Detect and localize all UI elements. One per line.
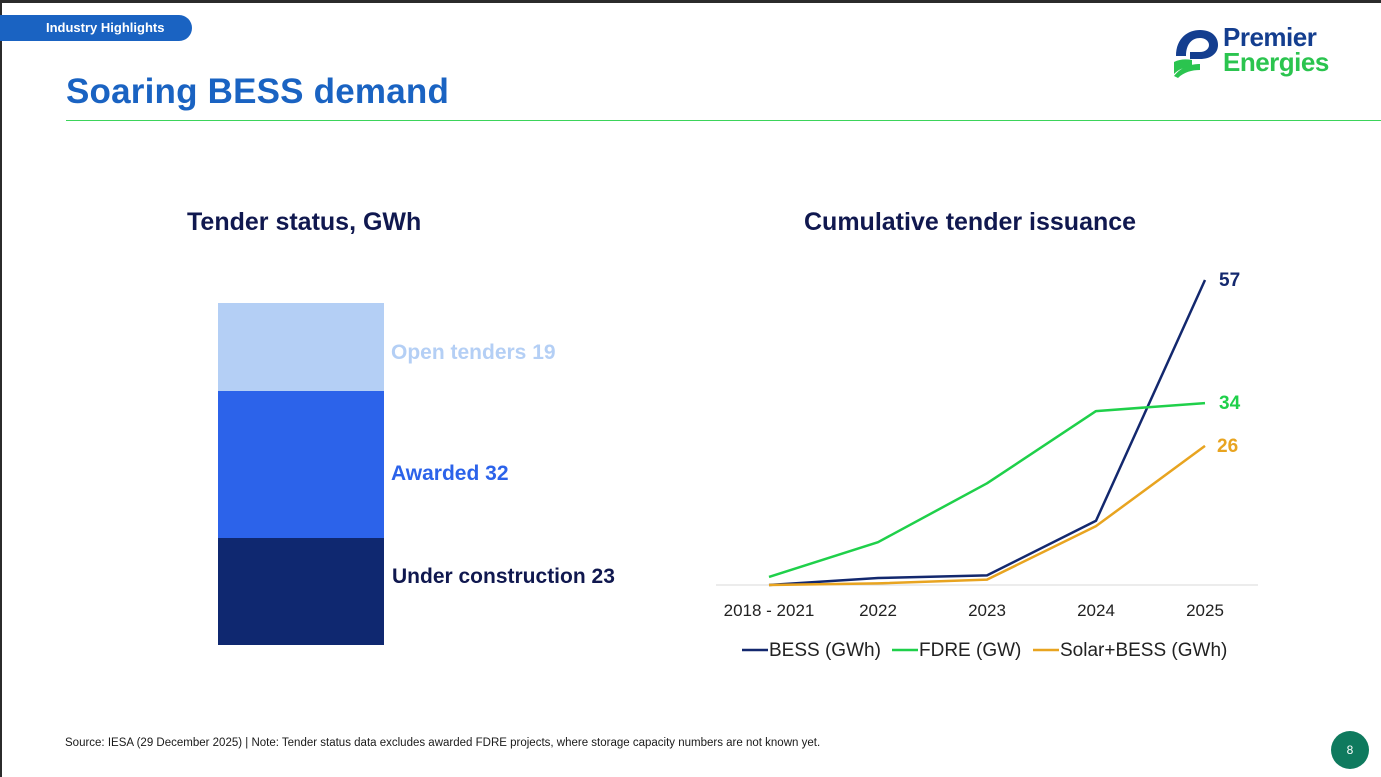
label-awarded: Awarded 32 — [391, 462, 509, 485]
page-title: Soaring BESS demand — [66, 72, 450, 111]
label-open-tenders: Open tenders 19 — [391, 341, 556, 364]
series-line-bess-gwh — [768, 279, 1207, 587]
legend-entry: FDRE (GW) — [919, 640, 1021, 661]
end-value-label: 34 — [1219, 393, 1241, 414]
top-border — [0, 0, 1381, 3]
logo-word-energies: Energies — [1223, 47, 1329, 77]
logo-wordmark: Premier Energies — [1223, 22, 1329, 77]
tender-status-title: Tender status, GWh — [187, 208, 422, 236]
cumulative-issuance-chart: 2018 - 2021 2022 2023 2024 2025 57 34 26 BESS (G… — [716, 270, 1258, 661]
logo-mark-icon — [1174, 30, 1218, 78]
x-tick-label: 2022 — [859, 601, 897, 620]
end-value-label: 26 — [1217, 436, 1238, 457]
end-value-label: 57 — [1219, 270, 1240, 291]
bar-segment-open-tenders — [218, 303, 384, 391]
series-line-solar-bess-gwh — [768, 444, 1206, 587]
logo-word-premier: Premier — [1223, 22, 1317, 52]
x-tick-label: 2025 — [1186, 601, 1224, 620]
x-tick-label: 2024 — [1077, 601, 1115, 620]
source-note: Source: IESA (29 December 2025) | Note: … — [65, 737, 821, 749]
left-border — [0, 0, 2, 777]
cumulative-issuance-title: Cumulative tender issuance — [804, 208, 1137, 236]
x-tick-label: 2023 — [968, 601, 1006, 620]
legend-entry: BESS (GWh) — [769, 640, 881, 661]
section-label: Industry Highlights — [0, 15, 192, 41]
bar-segment-under-construction — [218, 538, 384, 645]
page-number-badge: 8 — [1331, 731, 1369, 769]
bar-segment-awarded — [218, 391, 384, 538]
title-divider — [66, 120, 1381, 121]
premier-energies-logo: Premier Energies — [1170, 24, 1360, 80]
label-under-construction: Under construction 23 — [392, 565, 615, 588]
x-tick-label: 2018 - 2021 — [724, 601, 815, 620]
legend-entry: Solar+BESS (GWh) — [1060, 640, 1227, 661]
series-line-fdre-gw — [768, 401, 1206, 579]
